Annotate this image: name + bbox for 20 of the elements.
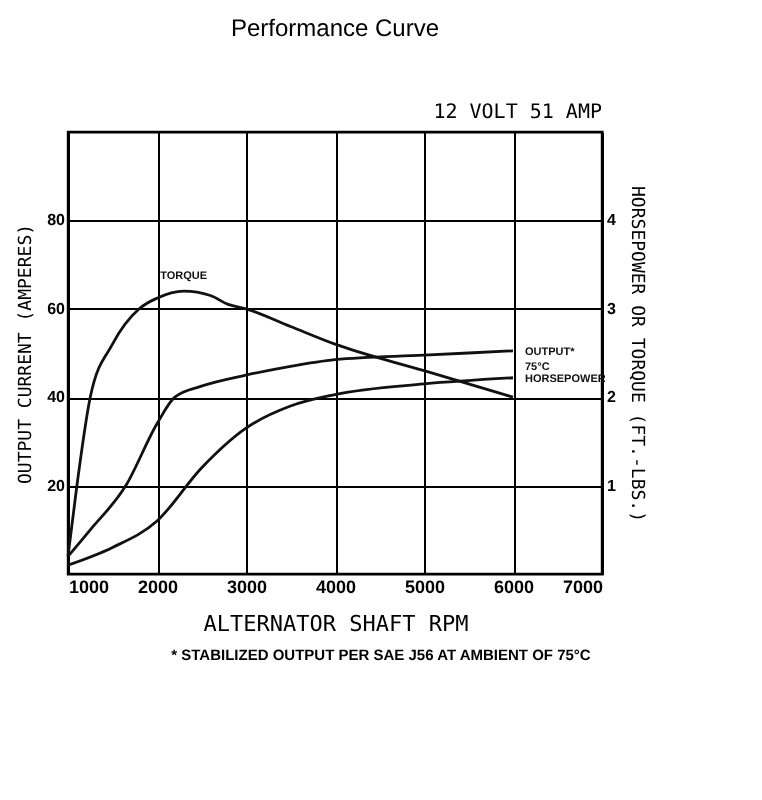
y2-tick-label: 4 bbox=[607, 211, 617, 230]
x-tick-label: 4000 bbox=[315, 577, 357, 597]
x-tick-label: 6000 bbox=[493, 577, 535, 597]
y2-tick-label: 2 bbox=[607, 388, 617, 407]
x-tick-label: 7000 bbox=[562, 577, 603, 597]
chart-subtitle: 12 VOLT 51 AMP bbox=[433, 102, 602, 124]
x-tick-label: 1000 bbox=[69, 577, 110, 597]
y-tick-label: 60 bbox=[47, 299, 67, 318]
y-tick-label: 20 bbox=[47, 476, 67, 495]
y2-tick-label: 1 bbox=[607, 476, 617, 495]
y2-tick-label: 3 bbox=[607, 299, 617, 318]
chart-title: Performance Curve bbox=[230, 14, 440, 42]
y-tick-label: 80 bbox=[47, 211, 67, 230]
x-tick-label: 5000 bbox=[404, 577, 446, 597]
y2-axis-title: HORSEPOWER OR TORQUE (FT.-LBS.) bbox=[625, 186, 646, 522]
x-tick-label: 2000 bbox=[137, 577, 179, 597]
x-tick-label: 3000 bbox=[226, 577, 268, 597]
x-axis-title: ALTERNATOR SHAFT RPM bbox=[203, 611, 470, 637]
y-tick-label: 40 bbox=[47, 388, 67, 407]
y-axis-title: OUTPUT CURRENT (AMPERES) bbox=[17, 223, 38, 485]
